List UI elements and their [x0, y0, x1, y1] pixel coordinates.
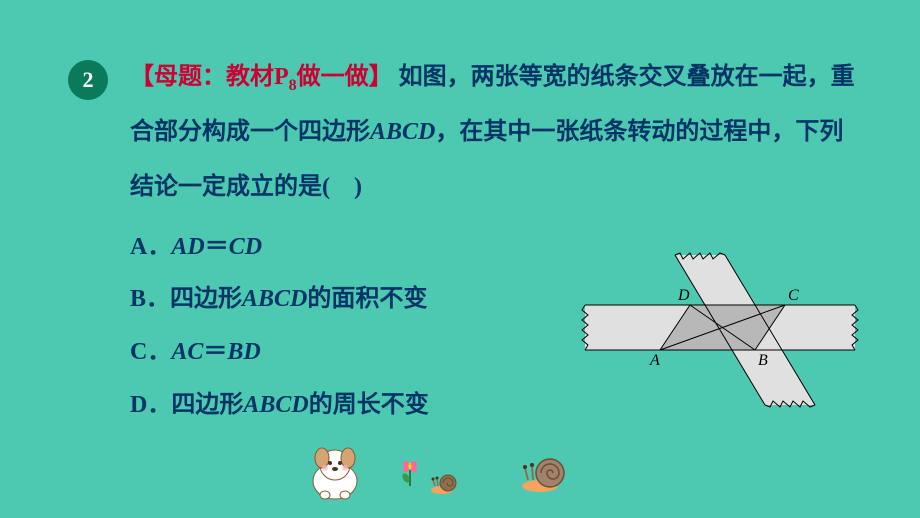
source-subscript: 8: [289, 77, 297, 94]
option-b-prefix: B．四边形: [130, 286, 242, 312]
snail-big-icon: [520, 453, 575, 498]
option-a-var2: CD: [229, 234, 262, 260]
bottom-decorations: [270, 438, 650, 508]
option-a-eq: ＝: [205, 234, 229, 260]
option-b-var: ABCD: [242, 286, 307, 312]
geometry-diagram: A B C D: [580, 250, 860, 410]
flower-icon: [400, 458, 420, 493]
abcd-text: ABCD: [370, 119, 435, 145]
label-b: B: [758, 352, 768, 369]
question-number-text: 2: [83, 67, 94, 93]
dog-icon: [300, 443, 370, 503]
label-a: A: [649, 352, 660, 369]
option-c-var1: AC: [171, 339, 203, 365]
option-c-eq: ＝: [203, 339, 227, 365]
source-tag: 【母题：教材P8做一做】: [130, 64, 399, 90]
label-c: C: [788, 287, 799, 304]
option-d-var: ABCD: [243, 392, 308, 418]
source-suffix: 做一做】: [297, 64, 393, 90]
label-d: D: [677, 287, 690, 304]
option-c-prefix: C．: [130, 339, 171, 365]
option-b-suffix: 的面积不变: [307, 286, 427, 312]
question-number-badge: 2: [68, 60, 108, 100]
option-a-prefix: A．: [130, 234, 171, 260]
snail-small-icon: [430, 470, 465, 500]
source-prefix: 【母题：教材P: [130, 64, 289, 90]
option-d-suffix: 的周长不变: [309, 392, 429, 418]
option-d-prefix: D．四边形: [130, 392, 243, 418]
option-c-var2: BD: [227, 339, 260, 365]
option-a-var1: AD: [171, 234, 204, 260]
